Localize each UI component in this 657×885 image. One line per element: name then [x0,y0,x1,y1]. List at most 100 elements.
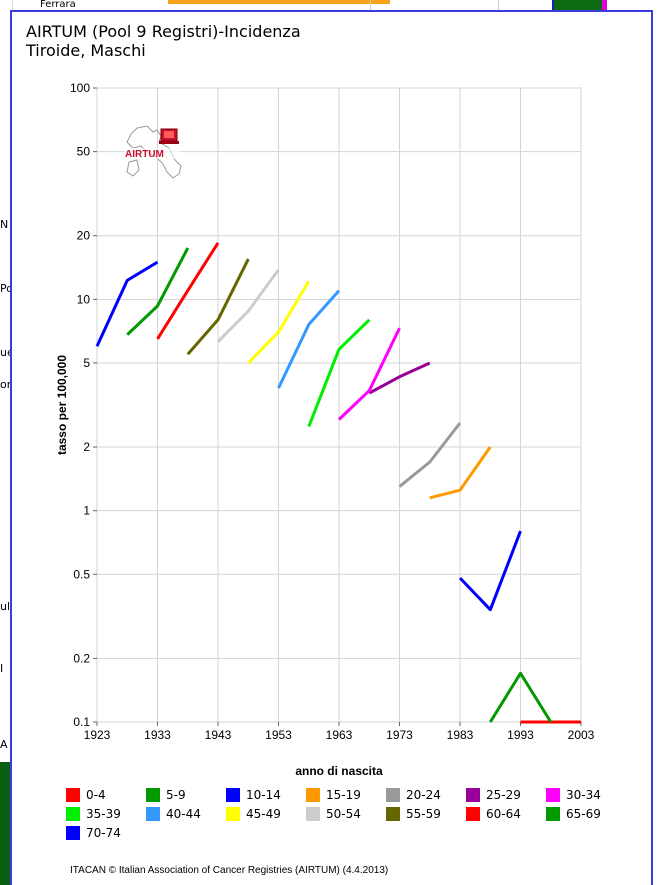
legend-label: 55-59 [406,807,441,821]
y-tick-label: 20 [77,229,91,243]
x-tick-label: 1953 [265,728,292,742]
legend-item: 65-69 [546,807,601,821]
legend-label: 35-39 [86,807,121,821]
legend-label: 20-24 [406,788,441,802]
series-line-35-39 [307,318,371,428]
legend-item: 60-64 [466,807,521,821]
y-tick-label: 0.5 [73,567,90,581]
x-tick-label: 1983 [447,728,474,742]
legend-item: 10-14 [226,788,281,802]
x-tick-label: 1973 [386,728,413,742]
y-axis-label: tasso per 100,000 [55,355,69,455]
x-tick-label: 1963 [326,728,353,742]
series-line-25-29 [368,361,431,395]
footer-credit: ITACAN © Italian Association of Cancer R… [70,865,389,876]
background-magenta-block [602,0,607,12]
legend-item: 20-24 [386,788,441,802]
background-ferrara-label: Ferrara [40,0,76,10]
chart-title-line-2: Tiroide, Maschi [26,41,146,60]
background-cut-text: ue [0,346,12,359]
series-line-30-34 [337,327,401,421]
background-separator [498,0,499,10]
legend-swatch [66,826,80,840]
y-tick-label: 50 [77,145,91,159]
legend-swatch [546,788,560,802]
legend-label: 30-34 [566,788,601,802]
legend-swatch [466,807,480,821]
legend-item: 55-59 [386,807,441,821]
y-tick-label: 0.1 [73,715,90,729]
y-tick-label: 100 [70,81,90,95]
background-cut-text: N [0,218,9,231]
legend-swatch [466,788,480,802]
chart-title-line-1: AIRTUM (Pool 9 Registri)-Incidenza [26,22,301,41]
series-line-15-19 [429,446,492,500]
legend-item: 25-29 [466,788,521,802]
background-orange-bar [168,0,390,4]
legend-label: 25-29 [486,788,521,802]
y-tick-label: 10 [77,292,91,306]
series-line-55-59 [186,258,250,356]
legend-swatch [146,807,160,821]
background-cut-text: Po [0,282,12,295]
background-cut-text: or [0,378,12,391]
legend-swatch [66,807,80,821]
series-line-20-24 [398,422,462,488]
background-separator [370,0,371,10]
y-tick-label: 1 [83,504,90,518]
legend-swatch [306,788,320,802]
y-axis-ticks: 0.1 0.2 0.5 1 2 5 10 20 50 100 [70,81,97,729]
x-axis-ticks: 1923 1933 1943 1953 1963 1973 1983 1993 2003 [84,722,595,742]
x-tick-label: 1943 [205,728,232,742]
background-page-top [0,0,657,10]
x-tick-label: 1993 [507,728,534,742]
legend-item: 0-4 [66,788,106,802]
series-line-40-44 [277,289,341,389]
legend-item: 30-34 [546,788,601,802]
background-cut-text: A [0,738,8,751]
legend-item: 45-49 [226,807,281,821]
y-tick-label: 0.2 [73,651,90,665]
grid-lines [96,87,582,723]
background-green-left-block [0,762,12,885]
series-line-65-69 [126,247,190,336]
legend-label: 45-49 [246,807,281,821]
background-cut-text: ul [0,600,11,613]
legend-item: 70-74 [66,826,121,840]
legend-item: 40-44 [146,807,201,821]
legend-label: 0-4 [86,788,106,802]
legend-item: 50-54 [306,807,361,821]
legend-label: 65-69 [566,807,601,821]
series-line-60-64 [156,242,220,340]
legend-label: 5-9 [166,788,186,802]
series-line-45-49 [247,280,311,365]
legend-swatch [386,807,400,821]
series-line-70-74 [95,260,159,347]
series-line-50-54 [216,268,280,343]
airtum-logo-text: AIRTUM [125,149,164,160]
legend-item: 35-39 [66,807,121,821]
legend-swatch [146,788,160,802]
legend-swatch [226,807,240,821]
y-tick-label: 5 [83,356,90,370]
data-series [95,242,581,724]
legend-label: 40-44 [166,807,201,821]
legend-swatch [226,788,240,802]
series-line-65-69 [489,671,553,723]
x-tick-label: 1923 [84,728,111,742]
legend-swatch [546,807,560,821]
background-cut-text: I [0,662,4,675]
legend-label: 60-64 [486,807,521,821]
legend-label: 70-74 [86,826,121,840]
chart-title: AIRTUM (Pool 9 Registri)-Incidenza Tiroi… [26,22,301,60]
legend-item: 15-19 [306,788,361,802]
x-tick-label: 2003 [568,728,595,742]
x-axis-label: anno di nascita [295,764,383,778]
legend-label: 15-19 [326,788,361,802]
legend-item: 5-9 [146,788,186,802]
x-tick-label: 1933 [144,728,171,742]
airtum-logo: AIRTUM [125,125,182,179]
y-tick-label: 2 [83,440,90,454]
series-line-10-14 [458,530,522,612]
